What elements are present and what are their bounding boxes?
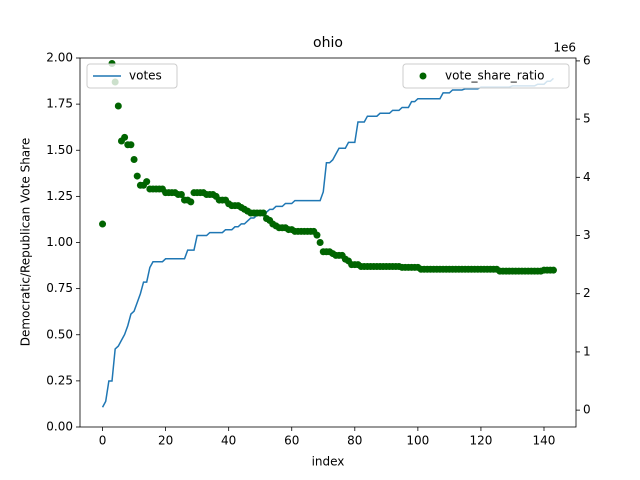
scatter-point — [99, 220, 107, 228]
y2-tick-label: 1 — [583, 344, 591, 358]
x-tick-label: 120 — [469, 434, 492, 448]
y-tick-label: 1.00 — [46, 235, 73, 249]
x-tick-label: 60 — [284, 434, 299, 448]
scatter-point — [133, 172, 141, 180]
y-axis-label: Democratic/Republican Vote Share — [19, 138, 33, 346]
x-tick-label: 0 — [99, 434, 107, 448]
scatter-point — [316, 239, 324, 246]
legend-box — [86, 63, 178, 89]
scatter-point — [549, 266, 557, 274]
y-tick-label: 0.00 — [46, 420, 73, 434]
y-tick-label: 2.00 — [46, 51, 73, 65]
x-tick-label: 100 — [406, 434, 429, 448]
y2-tick-label: 3 — [583, 228, 591, 242]
legend-label: votes — [129, 69, 162, 83]
legend-marker — [419, 72, 427, 80]
scatter-point — [130, 155, 138, 163]
plot-frame — [79, 57, 577, 428]
y2-tick-label: 6 — [583, 53, 591, 67]
y2-tick-label: 5 — [583, 112, 591, 126]
y2-tick-label: 0 — [583, 403, 591, 417]
legend-label: vote_share_ratio — [445, 69, 544, 83]
scatter-point — [143, 178, 151, 186]
y2-tick-label: 2 — [583, 286, 591, 300]
scatter-point — [127, 141, 135, 149]
y2-tick-label: 4 — [583, 170, 591, 184]
y-tick-label: 0.50 — [46, 327, 73, 341]
chart-title: ohio — [313, 35, 343, 51]
y2-offset-label: 1e6 — [553, 41, 576, 55]
y-tick-label: 1.25 — [46, 189, 73, 203]
scatter-point — [121, 133, 129, 141]
scatter-point — [259, 209, 267, 217]
legend-box — [402, 63, 570, 89]
x-axis-label: index — [312, 455, 345, 469]
y-tick-label: 0.75 — [46, 281, 73, 295]
x-tick-label: 40 — [221, 434, 236, 448]
scatter-point — [114, 102, 122, 110]
y-tick-label: 1.50 — [46, 143, 73, 157]
x-tick-label: 80 — [347, 434, 362, 448]
x-tick-label: 20 — [158, 434, 173, 448]
x-tick-label: 140 — [533, 434, 556, 448]
votes-line — [101, 77, 554, 408]
y-tick-label: 1.75 — [46, 97, 73, 111]
y-tick-label: 0.25 — [46, 373, 73, 387]
scatter-point — [177, 191, 185, 199]
scatter-point — [313, 231, 321, 239]
scatter-point — [187, 198, 195, 206]
